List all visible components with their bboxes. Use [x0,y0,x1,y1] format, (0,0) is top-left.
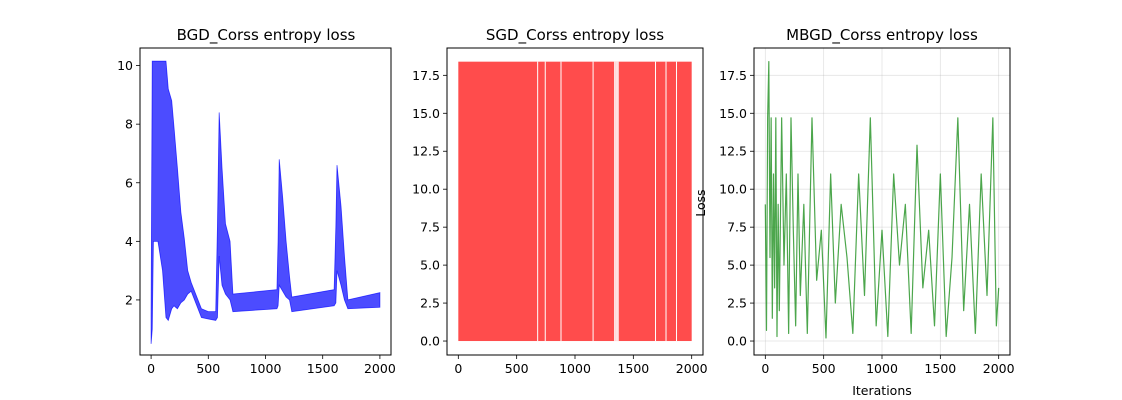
sgd-y-tick-label-7: 17.5 [412,68,440,83]
mbgd-y-tick-label-2: 5.0 [727,258,747,273]
sgd-y-tick-label-5: 12.5 [412,144,440,159]
bgd-y-ticks: 2 4 6 8 10 [117,58,140,307]
sgd-y-tick-label-6: 15.0 [412,106,440,121]
mbgd-x-ticks: 0 500 1000 1500 2000 [761,355,1015,376]
bgd-loss-series [150,60,381,344]
mbgd-x-axis-label: Iterations [852,383,912,398]
bgd-x-tick-label-3: 1500 [307,361,339,376]
mbgd-loss-series [764,61,1000,339]
sgd-y-tick-label-1: 2.5 [420,296,440,311]
bgd-x-ticks: 0 500 1000 1500 2000 [147,355,396,376]
sgd-y-ticks: 0.0 2.5 5.0 7.5 10.0 12.5 15.0 17.5 [412,68,447,349]
mbgd-y-tick-label-0: 0.0 [727,334,747,349]
sgd-y-axis-label: Loss [693,189,708,216]
mbgd-x-tick-label-1: 500 [812,361,836,376]
sgd-chart-title: SGD_Corss entropy loss [486,26,664,45]
mbgd-y-ticks: 0.0 2.5 5.0 7.5 10.0 12.5 15.0 17.5 [719,68,754,349]
bgd-x-tick-label-2: 1000 [250,361,282,376]
mbgd-y-tick-label-4: 10.0 [719,182,747,197]
bgd-y-tick-label-1: 4 [125,234,133,249]
sgd-x-tick-label-1: 500 [505,361,529,376]
bgd-y-tick-label-3: 8 [125,117,133,132]
sgd-y-tick-label-3: 7.5 [420,220,440,235]
mbgd-x-tick-label-2: 1000 [866,361,898,376]
bgd-chart-title: BGD_Corss entropy loss [177,26,356,45]
mbgd-grid [754,48,1010,355]
chart-bgd: 0 500 1000 1500 2000 2 4 6 8 10 BGD_Corss entrop… [117,26,396,376]
bgd-x-tick-label-1: 500 [196,361,220,376]
mbgd-y-tick-label-3: 7.5 [727,220,747,235]
sgd-y-tick-label-2: 5.0 [420,258,440,273]
mbgd-x-tick-label-3: 1500 [924,361,956,376]
sgd-x-tick-label-3: 1500 [617,361,649,376]
sgd-loss-series [458,61,692,342]
mbgd-y-tick-label-6: 15.0 [719,106,747,121]
mbgd-y-tick-label-5: 12.5 [719,144,747,159]
sgd-x-tick-label-4: 2000 [676,361,708,376]
mbgd-chart-title: MBGD_Corss entropy loss [786,26,978,45]
bgd-series-layer [150,60,381,344]
mbgd-y-tick-label-1: 2.5 [727,296,747,311]
mbgd-x-tick-label-4: 2000 [983,361,1015,376]
bgd-y-tick-label-2: 6 [125,175,133,190]
bgd-y-tick-label-0: 2 [125,292,133,307]
sgd-x-tick-label-2: 1000 [559,361,591,376]
bgd-x-tick-label-4: 2000 [364,361,396,376]
sgd-y-tick-label-4: 10.0 [412,182,440,197]
sgd-x-ticks: 0 500 1000 1500 2000 [454,355,708,376]
mbgd-y-tick-label-7: 17.5 [719,68,747,83]
bgd-y-tick-label-4: 10 [117,58,133,73]
sgd-x-tick-label-0: 0 [454,361,462,376]
chart-mbgd: 0 500 1000 1500 2000 0.0 2.5 5.0 7.5 10.0 12.5 15.… [719,26,1014,398]
sgd-series-layer [458,61,692,342]
chart-sgd: 0 500 1000 1500 2000 0.0 2.5 5.0 7.5 10.0 12.5 15.… [412,26,708,376]
mbgd-series-layer [764,61,1000,339]
bgd-x-tick-label-0: 0 [147,361,155,376]
mbgd-x-tick-label-0: 0 [761,361,769,376]
sgd-y-tick-label-0: 0.0 [420,334,440,349]
